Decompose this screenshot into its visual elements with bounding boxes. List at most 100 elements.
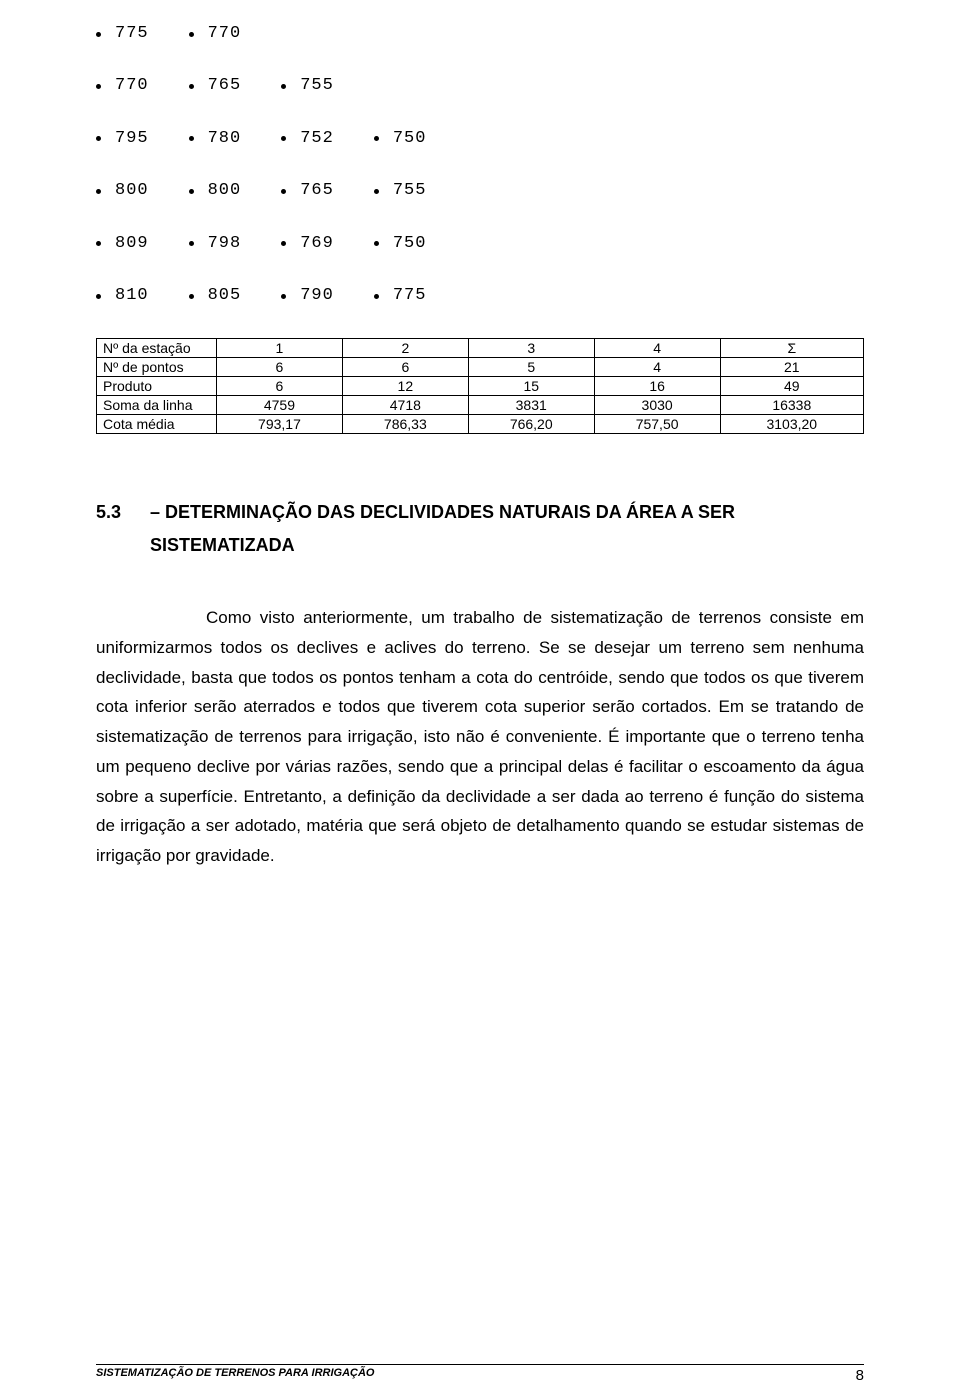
bullet-value: 755 xyxy=(300,76,334,96)
table-header-cell: 4 xyxy=(594,339,720,358)
bullet-dot-icon xyxy=(96,241,101,246)
bullet-value: 769 xyxy=(300,234,334,254)
bullet-dot-icon xyxy=(281,241,286,246)
section-number: 5.3 xyxy=(96,502,121,522)
section-dash: – xyxy=(150,502,160,522)
table-cell: 15 xyxy=(468,377,594,396)
bullet-dot-icon xyxy=(96,136,101,141)
body-paragraph: Como visto anteriormente, um trabalho de… xyxy=(96,603,864,871)
bullet-value: 750 xyxy=(393,234,427,254)
bullet-value: 810 xyxy=(115,286,149,306)
bullet-value: 805 xyxy=(208,286,242,306)
table-cell: 757,50 xyxy=(594,415,720,434)
bullet-dot-icon xyxy=(96,189,101,194)
bullet-value: 800 xyxy=(115,181,149,201)
bullet-row: 775 770 xyxy=(96,24,864,44)
bullet-row: 810 805 790 775 xyxy=(96,286,864,306)
bullet-item: 780 xyxy=(189,129,242,149)
table-header-cell: 3 xyxy=(468,339,594,358)
table-header-cell: 2 xyxy=(342,339,468,358)
footer-page-number: 8 xyxy=(856,1367,864,1384)
bullet-value: 750 xyxy=(393,129,427,149)
bullet-item: 790 xyxy=(281,286,334,306)
bullet-dot-icon xyxy=(189,32,194,37)
bullet-value: 809 xyxy=(115,234,149,254)
bullet-dot-icon xyxy=(281,189,286,194)
bullet-dot-icon xyxy=(374,189,379,194)
table-cell: 6 xyxy=(342,358,468,377)
bullet-row: 809 798 769 750 xyxy=(96,234,864,254)
section-title-line2: SISTEMATIZADA xyxy=(150,529,735,561)
table-cell: 16 xyxy=(594,377,720,396)
section-title-line1: DETERMINAÇÃO DAS DECLIVIDADES NATURAIS D… xyxy=(165,502,735,522)
bullet-dot-icon xyxy=(281,136,286,141)
bullet-dot-icon xyxy=(374,241,379,246)
bullet-row: 795 780 752 750 xyxy=(96,129,864,149)
bullet-item: 765 xyxy=(189,76,242,96)
bullet-item: 755 xyxy=(374,181,427,201)
bullet-value: 775 xyxy=(115,24,149,44)
table-cell: 793,17 xyxy=(217,415,343,434)
table-cell: 49 xyxy=(720,377,863,396)
table-cell: Nº de pontos xyxy=(97,358,217,377)
table-cell: 6 xyxy=(217,377,343,396)
bullet-item: 805 xyxy=(189,286,242,306)
table-cell: 3831 xyxy=(468,396,594,415)
table-cell: Soma da linha xyxy=(97,396,217,415)
footer-title: SISTEMATIZAÇÃO DE TERRENOS PARA IRRIGAÇÃ… xyxy=(96,1367,374,1384)
bullet-item: 800 xyxy=(189,181,242,201)
bullet-item: 750 xyxy=(374,234,427,254)
bullet-value: 765 xyxy=(208,76,242,96)
bullet-value: 800 xyxy=(208,181,242,201)
table-cell: 16338 xyxy=(720,396,863,415)
table-cell: 6 xyxy=(217,358,343,377)
bullet-dot-icon xyxy=(374,136,379,141)
table-row: Soma da linha475947183831303016338 xyxy=(97,396,864,415)
data-table: Nº da estação1234Σ Nº de pontos665421Pro… xyxy=(96,338,864,434)
bullet-dot-icon xyxy=(189,136,194,141)
bullet-dot-icon xyxy=(189,241,194,246)
table-row: Cota média793,17786,33766,20757,503103,2… xyxy=(97,415,864,434)
bullet-dot-icon xyxy=(96,32,101,37)
table-cell: 12 xyxy=(342,377,468,396)
bullet-row: 770 765 755 xyxy=(96,76,864,96)
bullet-value: 752 xyxy=(300,129,334,149)
bullet-item: 800 xyxy=(96,181,149,201)
table-cell: 766,20 xyxy=(468,415,594,434)
bullet-item: 795 xyxy=(96,129,149,149)
bullet-dot-icon xyxy=(189,294,194,299)
bullet-value: 798 xyxy=(208,234,242,254)
table-cell: 5 xyxy=(468,358,594,377)
bullet-value: 755 xyxy=(393,181,427,201)
table-header-cell: Σ xyxy=(720,339,863,358)
table-cell: 21 xyxy=(720,358,863,377)
bullet-item: 809 xyxy=(96,234,149,254)
table-cell: 4759 xyxy=(217,396,343,415)
table-cell: Produto xyxy=(97,377,217,396)
page-footer: SISTEMATIZAÇÃO DE TERRENOS PARA IRRIGAÇÃ… xyxy=(96,1364,864,1384)
table-cell: 4 xyxy=(594,358,720,377)
bullet-value: 780 xyxy=(208,129,242,149)
bullet-dot-icon xyxy=(374,294,379,299)
table-cell: 3103,20 xyxy=(720,415,863,434)
body-text: Como visto anteriormente, um trabalho de… xyxy=(96,608,864,865)
bullet-item: 770 xyxy=(96,76,149,96)
bullet-dot-icon xyxy=(96,84,101,89)
bullet-item: 765 xyxy=(281,181,334,201)
bullet-item: 755 xyxy=(281,76,334,96)
bullet-value: 775 xyxy=(393,286,427,306)
bullet-dot-icon xyxy=(189,189,194,194)
section-heading: 5.3 – DETERMINAÇÃO DAS DECLIVIDADES NATU… xyxy=(96,496,864,561)
bullet-item: 752 xyxy=(281,129,334,149)
table-row: Produto612151649 xyxy=(97,377,864,396)
bullet-value: 790 xyxy=(300,286,334,306)
bullet-item: 798 xyxy=(189,234,242,254)
bullet-number-rows: 7757707707657557957807527508008007657558… xyxy=(96,24,864,306)
bullet-value: 795 xyxy=(115,129,149,149)
bullet-value: 765 xyxy=(300,181,334,201)
bullet-value: 770 xyxy=(208,24,242,44)
bullet-item: 750 xyxy=(374,129,427,149)
table-header-cell: 1 xyxy=(217,339,343,358)
table-cell: Cota média xyxy=(97,415,217,434)
bullet-row: 800 800 765 755 xyxy=(96,181,864,201)
